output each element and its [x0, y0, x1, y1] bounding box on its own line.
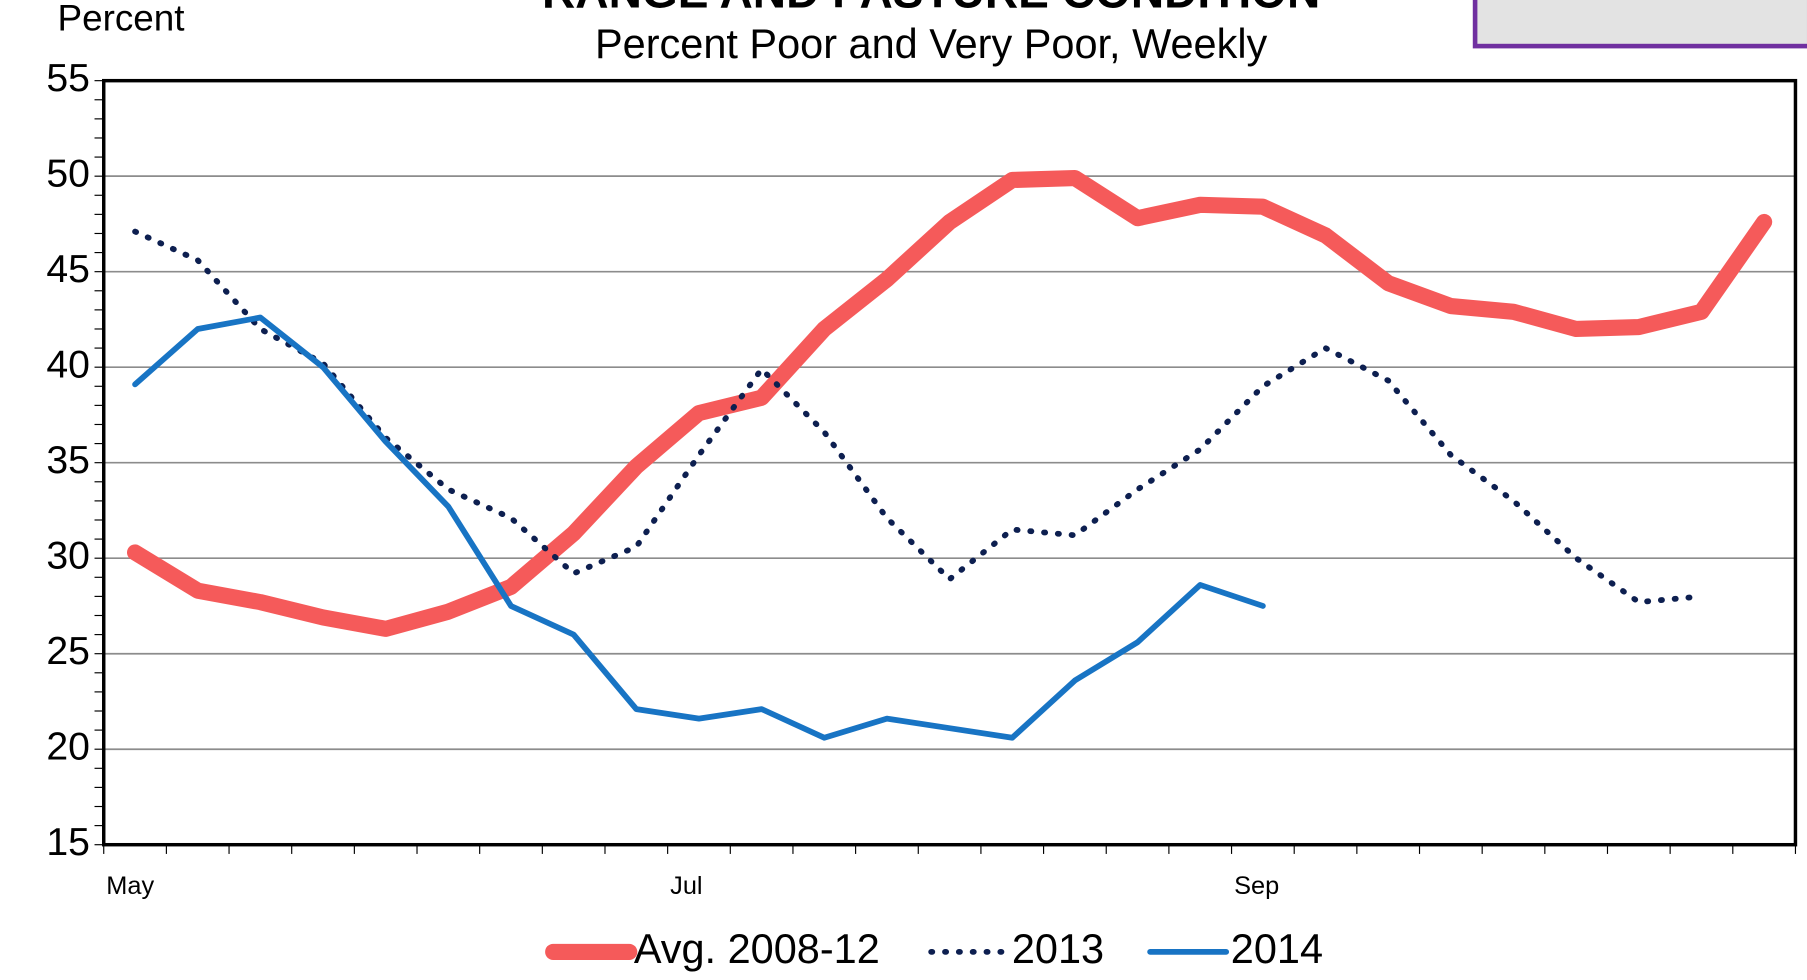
legend-label: Avg. 2008-12	[634, 925, 880, 972]
x-tick-label: Sep	[1234, 872, 1279, 900]
y-tick-label: 45	[46, 248, 90, 291]
legend-label: 2013	[1012, 925, 1104, 972]
y-tick-label: 30	[46, 535, 90, 578]
x-tick-label: Jul	[670, 872, 702, 900]
y-tick-label: 35	[46, 439, 90, 482]
y-tick-label: 40	[46, 344, 90, 387]
y-tick-label: 20	[46, 726, 90, 769]
y-axis-label: Percent	[58, 0, 185, 38]
corner-box	[1472, 0, 1807, 49]
series-line	[126, 170, 1773, 637]
y-tick-label: 15	[46, 821, 90, 864]
y-tick-label: 25	[46, 630, 90, 673]
series-line	[132, 228, 1705, 606]
plot-frame	[102, 78, 1798, 847]
legend-label: 2014	[1231, 925, 1323, 972]
series-line	[132, 314, 1266, 741]
y-tick-label: 55	[46, 57, 90, 100]
x-tick-label: May	[106, 872, 154, 900]
chart-subtitle: Percent Poor and Very Poor, Weekly	[595, 20, 1268, 67]
chart-title: RANGE AND PASTURE CONDITION	[542, 0, 1320, 18]
y-tick-label: 50	[46, 153, 90, 196]
